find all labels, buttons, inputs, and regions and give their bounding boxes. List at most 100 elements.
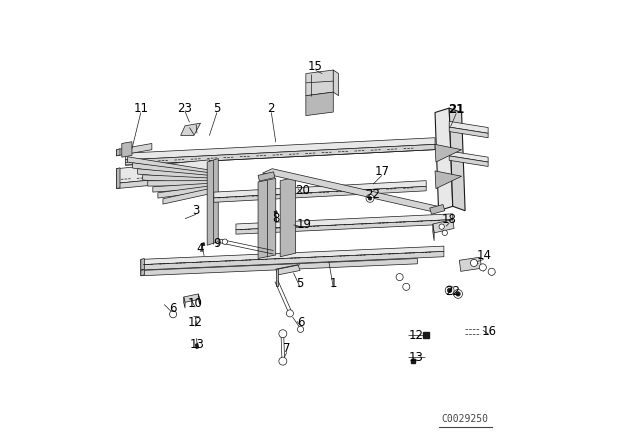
Circle shape <box>447 288 452 293</box>
Text: 7: 7 <box>283 342 291 355</box>
Text: 12: 12 <box>409 329 424 342</box>
Circle shape <box>368 197 372 200</box>
Polygon shape <box>280 177 296 257</box>
Circle shape <box>222 239 228 244</box>
Text: 22: 22 <box>445 285 460 298</box>
Polygon shape <box>180 123 200 135</box>
Polygon shape <box>195 344 199 349</box>
Polygon shape <box>449 121 488 134</box>
Circle shape <box>470 259 477 267</box>
Text: 23: 23 <box>178 102 193 115</box>
Polygon shape <box>127 157 209 175</box>
Polygon shape <box>122 142 132 157</box>
Polygon shape <box>184 294 200 302</box>
Text: 6: 6 <box>297 316 304 329</box>
Circle shape <box>403 283 410 290</box>
Polygon shape <box>138 169 209 181</box>
Polygon shape <box>333 70 339 96</box>
Text: 12: 12 <box>188 316 203 329</box>
Circle shape <box>170 311 177 318</box>
Circle shape <box>366 194 374 202</box>
Text: 14: 14 <box>476 250 492 263</box>
Text: 13: 13 <box>409 351 424 364</box>
Polygon shape <box>132 163 209 178</box>
Polygon shape <box>158 186 209 198</box>
Polygon shape <box>449 127 488 138</box>
Polygon shape <box>276 269 278 286</box>
Polygon shape <box>435 144 461 162</box>
Circle shape <box>286 310 294 317</box>
Text: 15: 15 <box>308 60 323 73</box>
Polygon shape <box>141 258 145 270</box>
Text: 6: 6 <box>170 302 177 315</box>
Text: 10: 10 <box>188 297 203 310</box>
Polygon shape <box>274 211 278 214</box>
Polygon shape <box>449 151 488 162</box>
Circle shape <box>279 330 287 338</box>
Text: 8: 8 <box>272 212 280 225</box>
Text: 5: 5 <box>213 103 221 116</box>
Circle shape <box>454 289 463 298</box>
Text: 22: 22 <box>365 188 381 201</box>
Polygon shape <box>125 144 435 165</box>
Polygon shape <box>306 92 333 116</box>
Polygon shape <box>141 251 444 270</box>
Text: 2: 2 <box>268 103 275 116</box>
Text: 4: 4 <box>196 242 204 255</box>
Polygon shape <box>433 224 434 241</box>
Polygon shape <box>116 160 209 183</box>
Polygon shape <box>262 169 442 211</box>
Polygon shape <box>236 214 452 230</box>
Polygon shape <box>236 220 452 234</box>
Circle shape <box>479 264 486 271</box>
Polygon shape <box>141 258 417 276</box>
Polygon shape <box>143 175 209 183</box>
Polygon shape <box>153 183 209 192</box>
Circle shape <box>445 286 454 295</box>
Polygon shape <box>184 297 185 308</box>
Polygon shape <box>207 159 218 245</box>
Text: 1: 1 <box>330 277 337 290</box>
Text: 9: 9 <box>214 237 221 250</box>
Text: 11: 11 <box>133 103 148 116</box>
Text: 16: 16 <box>481 324 497 338</box>
Polygon shape <box>116 143 152 156</box>
Polygon shape <box>276 265 300 275</box>
Polygon shape <box>449 156 488 167</box>
Circle shape <box>298 326 303 332</box>
Text: 5: 5 <box>296 277 304 290</box>
Circle shape <box>442 230 447 236</box>
Polygon shape <box>449 108 465 211</box>
Text: 18: 18 <box>442 213 456 226</box>
Polygon shape <box>116 149 120 156</box>
Text: 19: 19 <box>297 217 312 231</box>
Polygon shape <box>435 108 452 211</box>
Polygon shape <box>214 186 426 202</box>
Polygon shape <box>306 70 333 96</box>
Circle shape <box>396 274 403 280</box>
Polygon shape <box>116 174 209 189</box>
Polygon shape <box>125 138 435 160</box>
Circle shape <box>456 292 460 296</box>
Polygon shape <box>429 205 445 214</box>
Circle shape <box>439 224 444 229</box>
Polygon shape <box>163 189 209 204</box>
Text: 13: 13 <box>189 338 204 351</box>
Polygon shape <box>460 257 481 271</box>
Text: 21: 21 <box>448 103 465 116</box>
Polygon shape <box>141 246 444 265</box>
Text: 17: 17 <box>374 165 390 178</box>
Polygon shape <box>435 171 461 189</box>
Polygon shape <box>202 242 205 246</box>
Circle shape <box>488 268 495 276</box>
Text: 20: 20 <box>295 184 310 197</box>
Polygon shape <box>258 178 276 258</box>
Polygon shape <box>214 181 426 198</box>
Text: C0029250: C0029250 <box>442 414 488 424</box>
Polygon shape <box>433 220 454 233</box>
Polygon shape <box>148 181 209 186</box>
Circle shape <box>279 357 287 365</box>
Polygon shape <box>116 168 120 189</box>
Polygon shape <box>198 294 200 305</box>
Polygon shape <box>258 172 275 181</box>
